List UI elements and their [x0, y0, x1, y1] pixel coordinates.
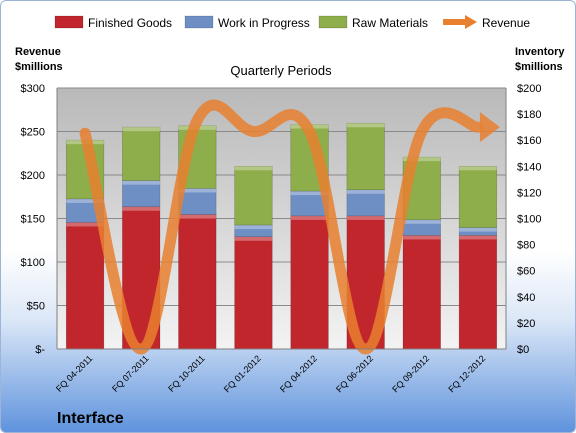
bar-highlight — [122, 206, 160, 211]
bar-highlight — [178, 214, 217, 219]
right-tick-label: $60 — [517, 266, 535, 278]
legend-swatch-finished-goods — [54, 15, 84, 29]
revenue-arrowhead — [479, 112, 500, 143]
right-axis-title-line1: Inventory — [515, 46, 565, 58]
right-tick-label: $120 — [517, 187, 541, 199]
legend-label-work-in-progress: Work in Progress — [218, 16, 310, 30]
bar-highlight — [234, 166, 273, 171]
right-tick-label: $200 — [517, 83, 541, 95]
category-label: FQ 04-2011 — [54, 353, 95, 394]
bar-finished-goods — [458, 235, 498, 350]
category-label: FQ 09-2012 — [390, 353, 431, 394]
bar-highlight — [346, 215, 385, 220]
right-tick-label: $80 — [517, 240, 535, 252]
right-tick-label: $0 — [517, 344, 529, 356]
bar-highlight — [122, 180, 160, 185]
bar-raw-materials — [122, 126, 161, 181]
bar-highlight — [66, 222, 104, 227]
right-tick-label: $40 — [517, 292, 535, 304]
bar-highlight — [122, 127, 160, 132]
bar-highlight — [403, 157, 441, 162]
left-tick-label: $250 — [21, 127, 45, 139]
legend-label-raw-materials: Raw Materials — [352, 16, 428, 30]
legend-swatch-raw-materials — [318, 15, 348, 29]
bar-finished-goods — [65, 222, 105, 350]
bar-raw-materials — [234, 166, 273, 226]
company-name: Interface — [57, 410, 124, 427]
bar-highlight — [403, 219, 441, 224]
bar-highlight — [290, 191, 329, 196]
bar-finished-goods — [234, 236, 273, 350]
bar-work-in-progress — [122, 180, 161, 208]
bar-work-in-progress — [346, 189, 385, 217]
bar-highlight — [234, 236, 273, 241]
bar-highlight — [346, 189, 385, 194]
right-tick-label: $140 — [517, 161, 541, 173]
bar-raw-materials — [458, 166, 498, 228]
bar-highlight — [459, 166, 497, 171]
left-tick-label: $- — [35, 344, 45, 356]
category-label: FQ 12-2012 — [446, 353, 487, 394]
legend-swatch-work-in-progress — [184, 15, 214, 29]
category-label: FQ 01-2012 — [222, 353, 263, 394]
category-label: FQ 04-2012 — [278, 353, 319, 394]
bar-highlight — [66, 198, 104, 203]
bar-highlight — [234, 225, 273, 230]
right-tick-label: $100 — [517, 214, 541, 226]
right-axis-title-line2: $millions — [515, 61, 563, 73]
bar-highlight — [290, 215, 329, 220]
bar-raw-materials — [346, 122, 385, 191]
legend-swatch-revenue-arrowhead — [465, 15, 477, 29]
bar-highlight — [459, 227, 497, 232]
category-label: FQ 07-2011 — [110, 353, 151, 394]
bar-work-in-progress — [178, 188, 217, 215]
bar-finished-goods — [402, 235, 441, 350]
bar-highlight — [346, 123, 385, 128]
category-label: FQ 10-2011 — [166, 353, 207, 394]
legend-label-revenue: Revenue — [482, 16, 530, 30]
right-tick-label: $160 — [517, 135, 541, 147]
left-axis-title-line2: $millions — [15, 61, 63, 73]
legend: Finished Goods Work in Progress Raw Materi… — [54, 15, 530, 30]
bar-highlight — [178, 188, 217, 193]
bar-highlight — [403, 235, 441, 240]
left-tick-label: $200 — [21, 170, 45, 182]
left-tick-label: $150 — [21, 214, 45, 226]
left-axis-title-line1: Revenue — [15, 46, 61, 58]
right-tick-label: $20 — [517, 318, 535, 330]
bar-highlight — [459, 235, 497, 240]
bar-finished-goods — [290, 215, 329, 350]
legend-label-finished-goods: Finished Goods — [88, 16, 172, 30]
category-label: FQ 06-2012 — [334, 353, 375, 394]
right-tick-label: $180 — [517, 109, 541, 121]
left-tick-label: $100 — [21, 257, 45, 269]
left-tick-label: $50 — [27, 301, 45, 313]
chart-subtitle: Quarterly Periods — [230, 63, 332, 78]
left-tick-label: $300 — [21, 83, 45, 95]
bar-finished-goods — [178, 214, 217, 350]
